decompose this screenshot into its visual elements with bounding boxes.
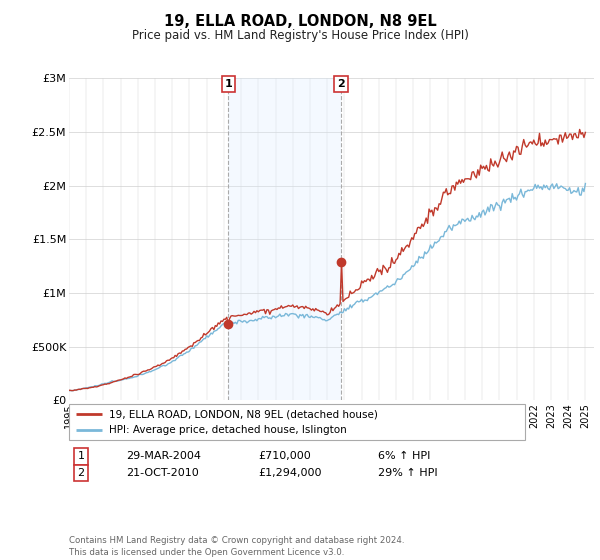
Text: Price paid vs. HM Land Registry's House Price Index (HPI): Price paid vs. HM Land Registry's House …: [131, 29, 469, 42]
Text: 21-OCT-2010: 21-OCT-2010: [126, 468, 199, 478]
Text: Contains HM Land Registry data © Crown copyright and database right 2024.
This d: Contains HM Land Registry data © Crown c…: [69, 536, 404, 557]
Text: 2: 2: [337, 79, 345, 89]
Text: 6% ↑ HPI: 6% ↑ HPI: [378, 451, 430, 461]
Text: 29% ↑ HPI: 29% ↑ HPI: [378, 468, 437, 478]
Bar: [228, 78, 341, 400]
Text: 2: 2: [77, 468, 85, 478]
Text: 1: 1: [77, 451, 85, 461]
Text: £1,294,000: £1,294,000: [258, 468, 322, 478]
Text: HPI: Average price, detached house, Islington: HPI: Average price, detached house, Isli…: [109, 424, 347, 435]
Text: 19, ELLA ROAD, LONDON, N8 9EL (detached house): 19, ELLA ROAD, LONDON, N8 9EL (detached …: [109, 409, 378, 419]
Text: 29-MAR-2004: 29-MAR-2004: [126, 451, 201, 461]
Text: 1: 1: [224, 79, 232, 89]
Text: 19, ELLA ROAD, LONDON, N8 9EL: 19, ELLA ROAD, LONDON, N8 9EL: [164, 14, 436, 29]
Text: £710,000: £710,000: [258, 451, 311, 461]
